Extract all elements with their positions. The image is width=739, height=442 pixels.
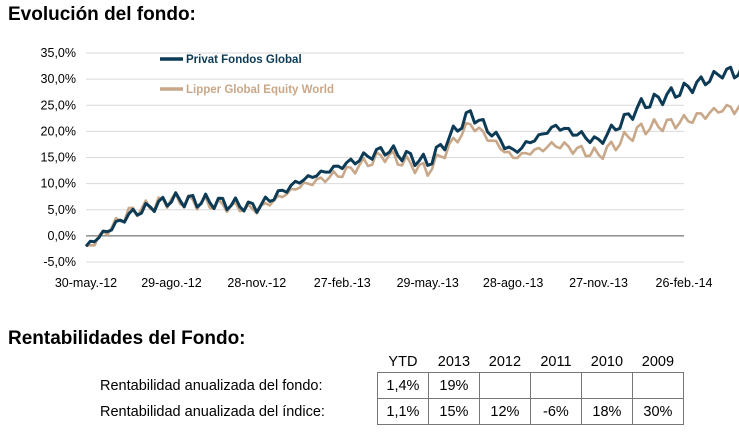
header-2011: 2011	[540, 354, 572, 370]
index-2012: 12%	[478, 398, 531, 425]
index-2011: -6%	[529, 398, 582, 425]
series-line-index	[85, 103, 739, 248]
returns-header-row: YTD 2013 2012 2011 2010 2009	[100, 352, 683, 373]
y-tick-label: 10,0%	[41, 177, 76, 191]
y-tick-label: 5,0%	[48, 203, 77, 217]
x-tick-label: 28-ago.-13	[483, 276, 544, 290]
x-tick-label: 29-ago.-12	[141, 276, 202, 290]
header-ytd: YTD	[388, 354, 418, 370]
header-2009: 2009	[641, 354, 675, 370]
index-ytd: 1,1%	[376, 398, 429, 425]
series-line-fund	[84, 65, 739, 248]
y-tick-label: 25,0%	[41, 98, 76, 112]
returns-table: YTD 2013 2012 2011 2010 2009 Rentabilida…	[100, 352, 684, 425]
performance-line-chart: 35,0% 30,0% 25,0% 20,0% 15,0% 10,0% 5,0% 0,0% -5…	[41, 46, 739, 290]
y-tick-label: -5,0%	[43, 255, 76, 269]
legend-label-index: Lipper Global Equity World	[186, 84, 334, 96]
header-2013: 2013	[437, 354, 471, 370]
table-section-title: Rentabilidades del Fondo:	[8, 328, 246, 349]
y-tick-label: 30,0%	[41, 72, 76, 86]
index-row-label: Rentabilidad anualizada del índice:	[100, 403, 325, 420]
fund-row-label: Rentabilidad anualizada del fondo:	[100, 377, 323, 394]
header-2010: 2010	[590, 354, 624, 370]
fund-2010	[580, 372, 633, 399]
fund-returns-row: Rentabilidad anualizada del fondo: 1,4% …	[100, 372, 684, 399]
index-2013: 15%	[427, 398, 480, 425]
index-2009: 30%	[631, 398, 684, 425]
x-tick-label: 27-nov.-13	[569, 276, 628, 290]
fund-2012	[478, 372, 531, 399]
legend-label-fund: Privat Fondos Global	[186, 54, 302, 66]
x-tick-label: 29-may.-13	[397, 276, 459, 290]
x-tick-label: 26-feb.-14	[656, 276, 713, 290]
x-tick-label: 30-may.-12	[55, 276, 117, 290]
x-tick-label: 27-feb.-13	[314, 276, 371, 290]
y-tick-label: 35,0%	[41, 46, 76, 60]
x-tick-label: 28-nov.-12	[227, 276, 286, 290]
fund-ytd: 1,4%	[376, 372, 429, 399]
chart-section-title: Evolución del fondo:	[8, 4, 196, 25]
index-2010: 18%	[580, 398, 633, 425]
y-tick-label: 15,0%	[41, 151, 76, 165]
fund-2013: 19%	[427, 372, 480, 399]
header-corner	[100, 352, 377, 373]
fund-2009	[631, 372, 684, 399]
header-2012: 2012	[488, 354, 522, 370]
index-returns-row: Rentabilidad anualizada del índice: 1,1%…	[100, 398, 684, 425]
fund-2011	[529, 372, 582, 399]
y-tick-label: 0,0%	[48, 229, 77, 243]
y-tick-label: 20,0%	[41, 124, 76, 138]
